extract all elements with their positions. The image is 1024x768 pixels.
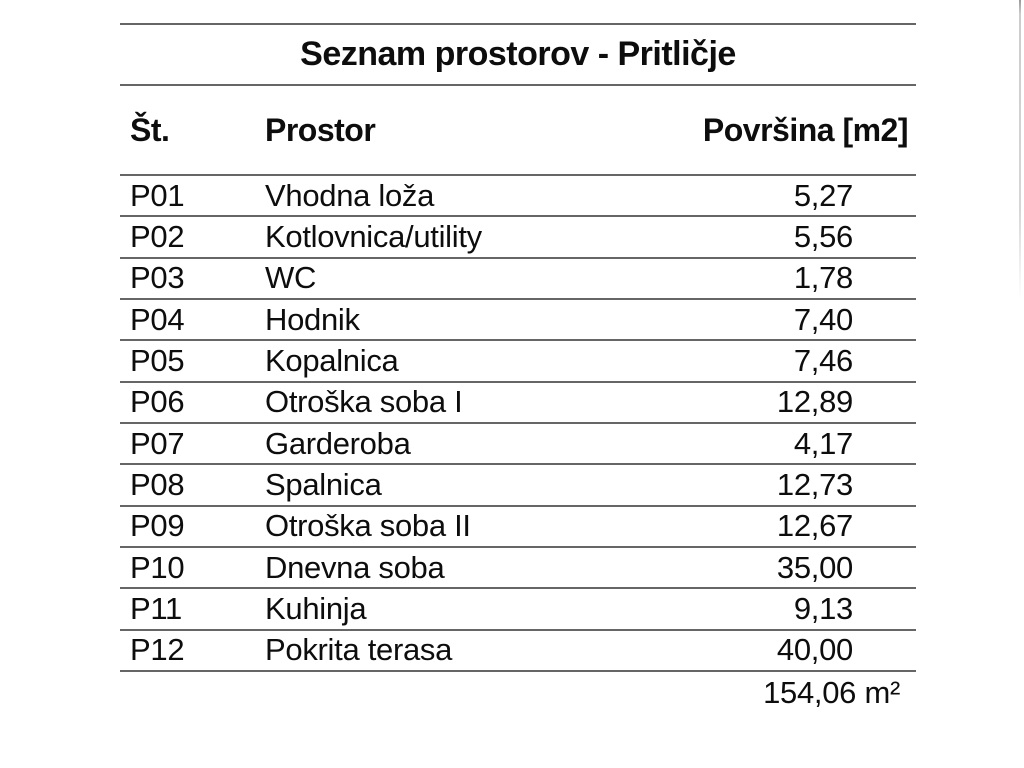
table-title: Seznam prostorov - Pritličje [120, 23, 916, 86]
row-name-cell: Pokrita terasa [265, 632, 453, 668]
total-area-row: 154,06 m² [120, 672, 916, 714]
table-row: P07 Garderoba 4,17 [120, 424, 916, 466]
row-area-cell: 7,46 [793, 342, 853, 378]
row-name-cell: Kotlovnica/utility [265, 218, 482, 254]
row-id-cell: P06 [130, 384, 185, 420]
row-area-cell: 40,00 [776, 632, 853, 668]
row-name-cell: Dnevna soba [265, 549, 445, 585]
row-id-cell: P08 [130, 466, 185, 502]
row-area-cell: 4,17 [793, 425, 853, 461]
row-name-cell: Vhodna loža [265, 177, 435, 213]
row-area-cell: 1,78 [793, 260, 853, 296]
row-area-cell: 12,73 [776, 466, 853, 502]
row-name-cell: Otroška soba II [265, 508, 471, 544]
row-id-cell: P10 [130, 549, 185, 585]
row-name-cell: Garderoba [265, 425, 411, 461]
row-id-cell: P01 [130, 177, 185, 213]
table-row: P03 WC 1,78 [120, 259, 916, 300]
table-row: P06 Otroška soba I 12,89 [120, 383, 916, 424]
page-edge-artifact [1019, 0, 1021, 300]
table-header-row: Št. Prostor Površina [m2] [120, 86, 916, 176]
row-id-cell: P03 [130, 260, 185, 296]
table-row: P04 Hodnik 7,40 [120, 300, 916, 342]
row-id-cell: P04 [130, 301, 185, 337]
row-area-cell: 7,40 [793, 301, 853, 337]
row-area-cell: 5,27 [793, 177, 853, 213]
row-id-cell: P07 [130, 425, 185, 461]
row-id-cell: P09 [130, 508, 185, 544]
row-name-cell: Hodnik [265, 301, 360, 337]
row-id-cell: P05 [130, 342, 185, 378]
table-row: P09 Otroška soba II 12,67 [120, 507, 916, 548]
row-id-cell: P11 [130, 590, 182, 626]
table-row: P08 Spalnica 12,73 [120, 465, 916, 507]
table-row: P05 Kopalnica 7,46 [120, 341, 916, 383]
row-id-cell: P12 [130, 632, 185, 668]
row-area-cell: 12,89 [776, 384, 853, 420]
table-body: P01 Vhodna loža 5,27 P02 Kotlovnica/util… [120, 176, 916, 672]
total-area-value: 154,06 m² [763, 674, 900, 710]
row-area-cell: 35,00 [776, 549, 853, 585]
column-header-id: Št. [130, 111, 170, 148]
room-list-table: Seznam prostorov - Pritličje Št. Prostor… [120, 23, 916, 714]
row-name-cell: Spalnica [265, 466, 382, 502]
row-name-cell: Kopalnica [265, 342, 399, 378]
table-row: P11 Kuhinja 9,13 [120, 589, 916, 631]
table-row: P10 Dnevna soba 35,00 [120, 548, 916, 590]
table-row: P01 Vhodna loža 5,27 [120, 176, 916, 218]
table-row: P12 Pokrita terasa 40,00 [120, 631, 916, 672]
row-id-cell: P02 [130, 218, 185, 254]
column-header-name: Prostor [265, 111, 376, 148]
row-name-cell: Otroška soba I [265, 384, 463, 420]
row-name-cell: Kuhinja [265, 590, 367, 626]
row-area-cell: 12,67 [776, 508, 853, 544]
row-name-cell: WC [265, 260, 317, 296]
row-area-cell: 5,56 [793, 218, 853, 254]
column-header-area: Površina [m2] [702, 111, 909, 148]
table-row: P02 Kotlovnica/utility 5,56 [120, 217, 916, 259]
row-area-cell: 9,13 [793, 590, 853, 626]
